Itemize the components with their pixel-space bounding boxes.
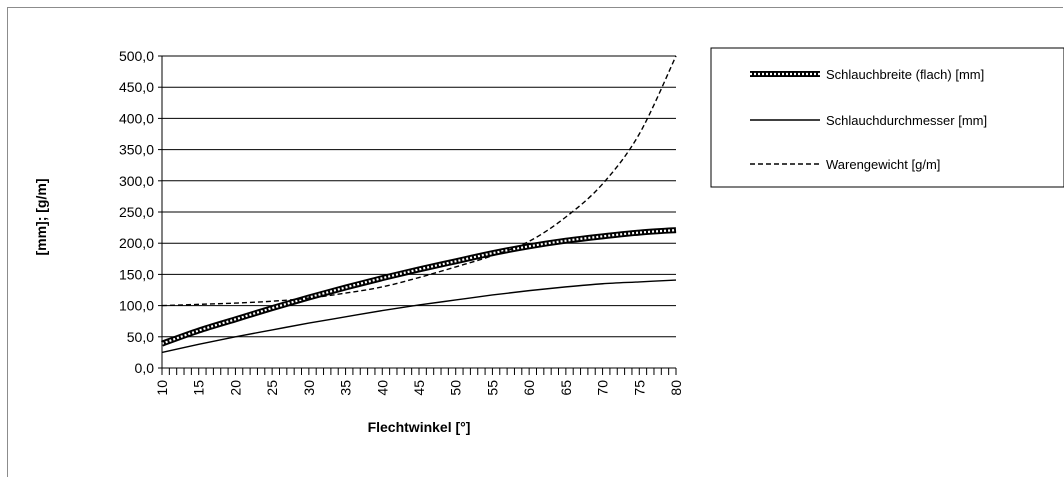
x-tick-label: 15 [191,380,207,396]
x-tick-label: 45 [411,380,427,396]
x-tick-label: 35 [338,380,354,396]
legend: Schlauchbreite (flach) [mm] Schlauchdurc… [710,47,1064,188]
x-tick-label: 65 [558,380,574,396]
y-tick-label: 500,0 [119,48,154,64]
x-axis-title: Flechtwinkel [°] [368,419,471,435]
y-tick-label: 50,0 [127,329,154,345]
x-tick-label: 40 [374,380,390,396]
y-tick-label: 200,0 [119,235,154,251]
x-tick-label: 30 [301,380,317,396]
legend-label-warengewicht: Warengewicht [g/m] [826,157,940,172]
y-axis-ticks: 0,0 50,0 100,0 150,0 200,0 250,0 300,0 350,0 400… [119,48,162,376]
x-tick-label: 25 [264,380,280,396]
y-tick-label: 100,0 [119,298,154,314]
chart-area [7,7,1063,477]
series-line-schlauchbreite [160,227,677,347]
y-tick-label: 300,0 [119,173,154,189]
x-tick-label: 20 [227,380,243,396]
series-line-schlauchbreite [161,228,677,345]
x-tick-label: 50 [448,380,464,396]
legend-label-schlauchbreite: Schlauchbreite (flach) [mm] [826,67,984,82]
y-tick-label: 250,0 [119,204,154,220]
x-tick-label: 80 [668,380,684,396]
gridlines [162,55,676,338]
x-tick-label: 55 [484,380,500,396]
x-tick-label: 75 [631,380,647,396]
y-tick-label: 350,0 [119,142,154,158]
x-axis-ticks: 10 15 20 25 30 35 40 45 50 55 60 65 70 75 80 [154,368,684,396]
y-tick-label: 0,0 [135,360,155,376]
legend-label-schlauchdurchmesser: Schlauchdurchmesser [mm] [826,113,987,128]
series-line-schlauchdurchmesser [161,279,677,354]
y-tick-label: 450,0 [119,79,154,95]
x-tick-label: 10 [154,380,170,396]
y-axis-title: [mm]; [g/m] [33,179,49,256]
series-lines [160,55,677,354]
x-tick-label: 70 [595,380,611,396]
y-tick-label: 400,0 [119,110,154,126]
series-line-warengewicht [161,55,677,307]
y-tick-label: 150,0 [119,266,154,282]
x-tick-label: 60 [521,380,537,396]
